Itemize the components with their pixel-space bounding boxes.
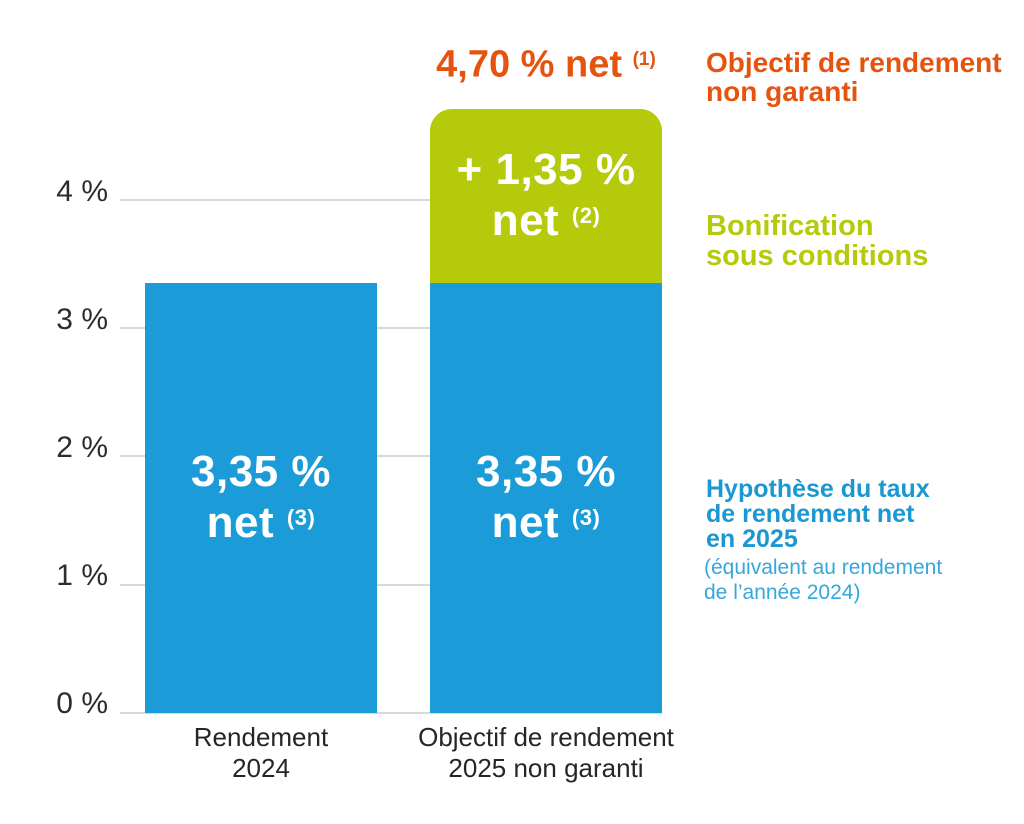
bar2-blue-value-label: 3,35 % net (3) <box>476 449 616 546</box>
bar-rendement-2024: 3,35 % net (3) <box>145 283 377 713</box>
bar2-blue-net-line: net (3) <box>491 498 601 548</box>
bar-objectif-2025-bonus: + 1,35 % net (2) <box>430 109 662 283</box>
bar2-green-net-line: net (2) <box>491 196 601 246</box>
bar-objectif-2025-base: 3,35 % net (3) <box>430 283 662 713</box>
x-label-rendement-2024: Rendement 2024 <box>193 722 329 783</box>
bar2-blue-value-line: 3,35 % <box>476 447 616 497</box>
bar2-green-value-line: + 1,35 % <box>456 145 636 195</box>
gridline-4pct <box>120 199 662 201</box>
bar2-green-value-label: + 1,35 % net (2) <box>457 147 636 244</box>
bar1-value-line: 3,35 % <box>191 447 331 497</box>
total-value-label: 4,70 % net (1) <box>380 38 712 86</box>
x-label-objectif-2025: Objectif de rendement 2025 non garanti <box>418 722 674 783</box>
y-tick-label-4: 4 % <box>56 175 108 208</box>
annotation-objectif-non-garanti: Objectif de rendement non garanti <box>706 47 1002 107</box>
total-value-text: 4,70 % net <box>436 43 623 86</box>
annotation-equivalent-note: (équivalent au rendement de l’année 2024… <box>704 556 943 604</box>
y-tick-label-3: 3 % <box>56 303 108 336</box>
footnote-ref-3: (3) <box>286 505 316 531</box>
gridline-2pct <box>120 455 662 457</box>
footnote-ref-1: (1) <box>632 49 656 70</box>
gridline-0pct <box>120 712 662 714</box>
y-tick-label-0: 0 % <box>56 687 108 720</box>
gridline-1pct <box>120 584 662 586</box>
annotation-hypothese-rendement: Hypothèse du taux de rendement net en 20… <box>706 475 930 553</box>
bar1-net-line: net (3) <box>206 498 316 548</box>
annotation-bonification: Bonification sous conditions <box>706 210 929 272</box>
footnote-ref-3b: (3) <box>571 505 601 531</box>
gridline-3pct <box>120 327 662 329</box>
bar1-value-label: 3,35 % net (3) <box>191 449 331 546</box>
y-tick-label-2: 2 % <box>56 431 108 464</box>
y-tick-label-1: 1 % <box>56 559 108 592</box>
footnote-ref-2: (2) <box>571 203 601 229</box>
